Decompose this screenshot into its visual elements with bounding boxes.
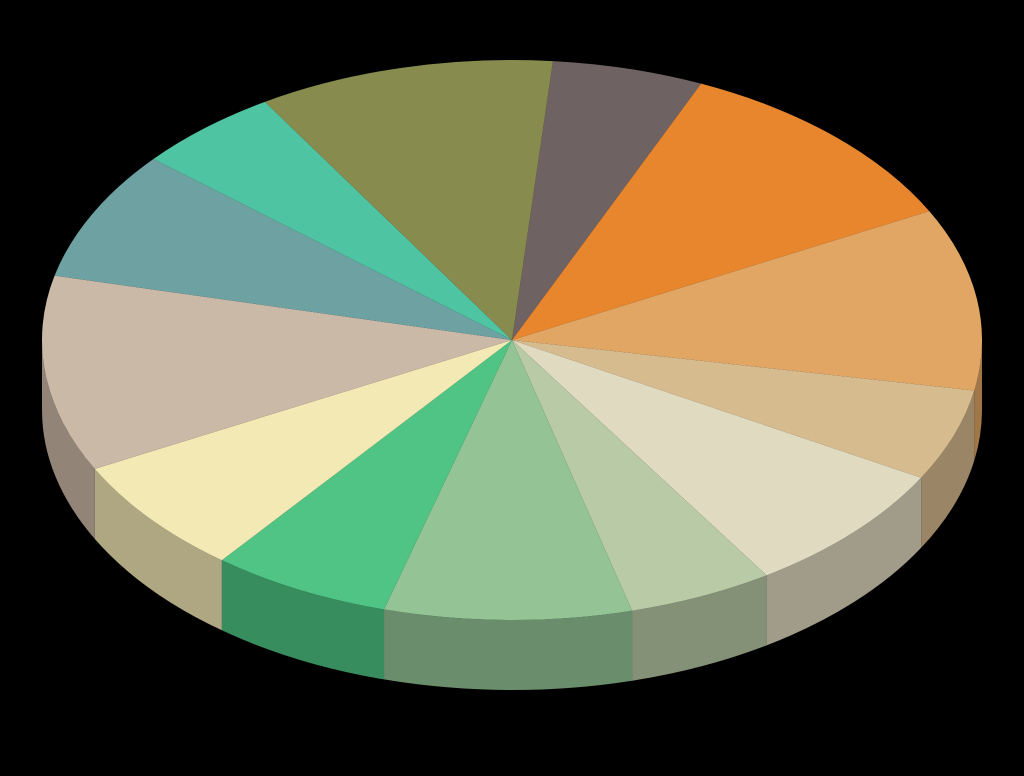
pie-chart-svg xyxy=(0,0,1024,776)
pie-chart-3d xyxy=(0,0,1024,776)
